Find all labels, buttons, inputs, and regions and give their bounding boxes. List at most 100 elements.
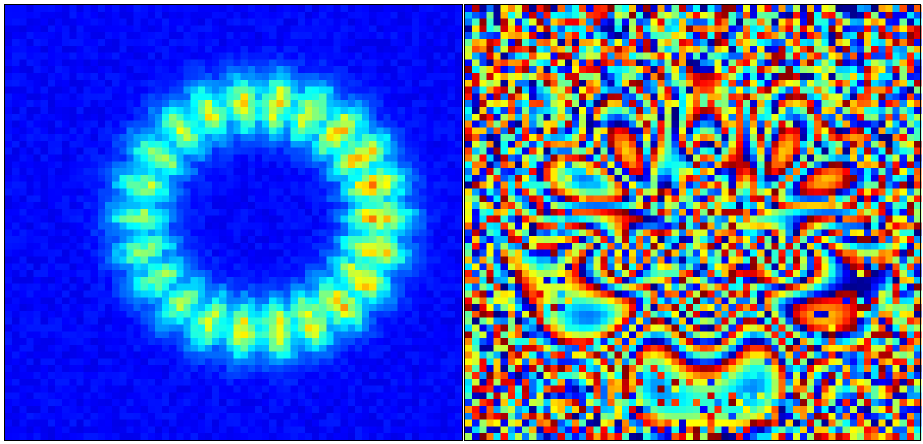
pixel — [69, 426, 77, 433]
pixel — [262, 420, 270, 427]
pixel — [383, 345, 391, 352]
pixel — [326, 352, 334, 359]
pixel — [269, 87, 277, 94]
pixel — [376, 141, 384, 148]
pixel — [693, 73, 701, 80]
pixel — [262, 399, 270, 406]
pixel — [248, 12, 256, 19]
pixel — [126, 53, 134, 60]
pixel — [305, 46, 313, 53]
pixel — [26, 46, 34, 53]
pixel — [750, 59, 758, 66]
pixel — [134, 223, 142, 230]
pixel — [672, 32, 680, 39]
pixel — [255, 80, 263, 87]
pixel — [219, 189, 227, 196]
pixel — [398, 202, 406, 209]
pixel — [707, 12, 715, 19]
pixel — [312, 297, 320, 304]
pixel — [62, 311, 70, 318]
pixel — [341, 141, 349, 148]
pixel — [348, 107, 356, 114]
pixel — [448, 243, 456, 250]
pixel — [283, 216, 291, 223]
pixel — [291, 80, 299, 87]
pixel — [419, 386, 427, 393]
pixel — [19, 433, 27, 440]
pixel — [391, 338, 399, 345]
pixel — [41, 114, 49, 121]
pixel — [900, 66, 908, 73]
pixel — [376, 100, 384, 107]
pixel — [629, 5, 637, 12]
pixel — [255, 161, 263, 168]
pixel — [69, 324, 77, 331]
pixel — [529, 12, 537, 19]
pixel — [62, 19, 70, 26]
pixel — [326, 134, 334, 141]
pixel — [376, 236, 384, 243]
pixel — [522, 32, 530, 39]
pixel — [212, 19, 220, 26]
pixel — [433, 372, 441, 379]
pixel — [276, 413, 284, 420]
pixel — [184, 107, 192, 114]
pixel — [41, 32, 49, 39]
pixel — [241, 202, 249, 209]
pixel — [26, 73, 34, 80]
pixel — [198, 223, 206, 230]
pixel — [269, 161, 277, 168]
pixel — [55, 73, 63, 80]
pixel — [34, 141, 42, 148]
pixel — [341, 175, 349, 182]
pixel — [119, 372, 127, 379]
pixel — [878, 25, 886, 32]
pixel — [764, 46, 772, 53]
pixel — [326, 5, 334, 12]
pixel — [355, 53, 363, 60]
pixel — [786, 32, 794, 39]
pixel — [836, 73, 844, 80]
pixel — [305, 365, 313, 372]
pixel — [248, 263, 256, 270]
pixel — [441, 413, 449, 420]
pixel — [836, 19, 844, 26]
pixel — [412, 372, 420, 379]
pixel — [291, 256, 299, 263]
pixel — [69, 256, 77, 263]
pixel — [48, 413, 56, 420]
pixel — [19, 19, 27, 26]
pixel — [76, 256, 84, 263]
pixel — [148, 148, 156, 155]
pixel — [155, 114, 163, 121]
pixel — [141, 189, 149, 196]
pixel — [312, 250, 320, 257]
pixel — [5, 426, 13, 433]
pixel — [141, 32, 149, 39]
pixel — [19, 297, 27, 304]
pixel — [341, 80, 349, 87]
pixel — [126, 141, 134, 148]
pixel — [169, 182, 177, 189]
pixel — [864, 32, 872, 39]
pixel — [707, 5, 715, 12]
pixel — [398, 93, 406, 100]
pixel — [184, 338, 192, 345]
pixel — [76, 379, 84, 386]
pixel — [850, 12, 858, 19]
pixel — [241, 87, 249, 94]
pixel — [893, 25, 901, 32]
pixel — [319, 19, 327, 26]
pixel — [19, 93, 27, 100]
pixel — [657, 59, 665, 66]
pixel — [26, 127, 34, 134]
pixel — [62, 263, 70, 270]
pixel — [291, 189, 299, 196]
pixel — [341, 236, 349, 243]
pixel — [448, 32, 456, 39]
pixel — [465, 46, 473, 53]
pixel — [162, 270, 170, 277]
pixel — [134, 352, 142, 359]
pixel — [41, 311, 49, 318]
pixel — [112, 392, 120, 399]
